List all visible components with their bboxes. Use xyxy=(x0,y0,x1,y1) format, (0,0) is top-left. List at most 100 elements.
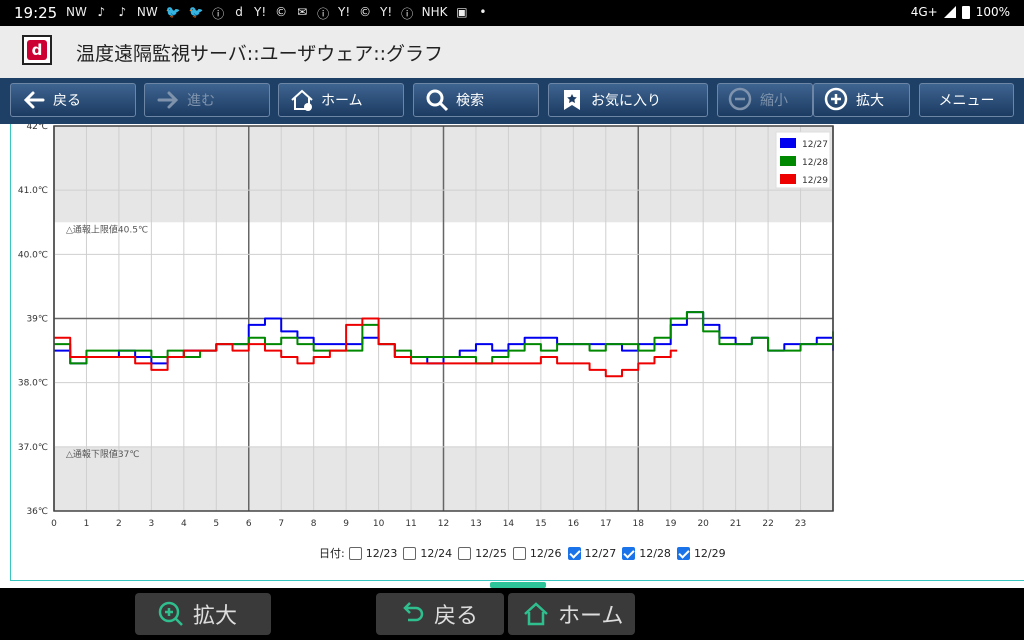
date-checkbox-item[interactable]: 12/23 xyxy=(348,546,398,560)
x-tick-label: 9 xyxy=(343,519,349,529)
notification-icon: ♪ xyxy=(97,5,106,19)
app-logo-letter: d xyxy=(27,40,47,60)
x-tick-label: 11 xyxy=(405,519,416,529)
y-tick-label: 41.0℃ xyxy=(18,186,48,196)
bottom-zoom-in-button[interactable]: 拡大 xyxy=(135,593,271,635)
date-checkbox-item[interactable]: 12/27 xyxy=(567,546,617,560)
x-tick-label: 12 xyxy=(438,519,449,529)
notification-icon: 🐦 xyxy=(188,5,204,19)
date-label: 日付: xyxy=(319,547,345,560)
legend-swatch xyxy=(780,174,796,184)
bottom-back-button[interactable]: 戻る xyxy=(376,593,504,635)
x-tick-label: 16 xyxy=(568,519,580,529)
date-checkbox-item[interactable]: 12/24 xyxy=(403,546,452,560)
back-button[interactable]: 戻る xyxy=(10,83,136,117)
date-checkbox-label: 12/26 xyxy=(529,546,562,560)
date-checkbox-item[interactable]: 12/28 xyxy=(622,546,671,560)
status-right: 4G+ 100% xyxy=(911,5,1010,19)
date-checkbox[interactable] xyxy=(676,546,690,560)
date-checkbox[interactable] xyxy=(458,546,472,560)
date-checkbox[interactable] xyxy=(512,546,526,560)
notification-icon: • xyxy=(479,5,487,19)
date-checkbox[interactable] xyxy=(622,546,636,560)
y-tick-label: 42℃ xyxy=(26,124,48,132)
zoom-in-icon xyxy=(157,600,185,628)
x-tick-label: 7 xyxy=(278,519,284,529)
home-icon xyxy=(522,600,550,628)
zoom-in-icon xyxy=(824,87,850,113)
menu-button[interactable]: メニュー xyxy=(919,83,1014,117)
notification-icon: © xyxy=(359,5,372,19)
notification-icon: ⓘ xyxy=(401,7,414,21)
date-checkbox-item[interactable]: 12/29 xyxy=(676,546,726,560)
forward-button[interactable]: 進む xyxy=(144,83,270,117)
date-checkbox-item[interactable]: 12/26 xyxy=(512,546,562,560)
horizontal-scroll-handle[interactable] xyxy=(490,582,546,588)
notification-icon: NW xyxy=(136,5,158,19)
series-line-12-28 xyxy=(54,311,834,365)
series-line-12-29 xyxy=(54,317,678,378)
notification-icon: ♪ xyxy=(118,5,127,19)
bottom-nav: 拡大 戻る ホーム xyxy=(0,588,1024,640)
x-tick-label: 0 xyxy=(51,519,57,529)
zoom-out-icon xyxy=(728,87,754,113)
bookmark-star-icon xyxy=(559,87,585,113)
zoom-out-button[interactable]: 縮小 xyxy=(717,83,813,117)
undo-arrow-icon xyxy=(398,600,426,628)
x-tick-label: 18 xyxy=(633,519,645,529)
notification-icon: NHK xyxy=(421,5,448,19)
x-tick-label: 8 xyxy=(311,519,317,529)
zoom-in-button[interactable]: 拡大 xyxy=(813,83,910,117)
plot-frame xyxy=(53,125,834,512)
x-tick-label: 17 xyxy=(600,519,611,529)
legend-label: 12/27 xyxy=(802,140,828,150)
x-tick-label: 15 xyxy=(535,519,546,529)
home-icon xyxy=(289,87,315,113)
notification-icons: NW ♪ ♪ NW 🐦 🐦 ⓘ d Y! © ✉ ⓘ Y! © Y! ⓘ NHK ▣ • xyxy=(66,5,489,22)
app-logo-icon: d xyxy=(22,35,52,65)
x-tick-label: 21 xyxy=(730,519,741,529)
date-checkbox-label: 12/27 xyxy=(584,546,617,560)
menu-label: メニュー xyxy=(938,93,995,109)
title-bar: d 温度遠隔監視サーバ::ユーザウェア::グラフ xyxy=(0,26,1024,79)
notification-icon: Y! xyxy=(338,5,351,19)
x-tick-label: 23 xyxy=(795,519,806,529)
signal-icon xyxy=(943,6,956,18)
notification-icon: Y! xyxy=(254,5,267,19)
arrow-right-icon xyxy=(155,87,181,113)
browser-toolbar: 戻る 進む ホーム 検索 お気に入り 縮小 拡大 メニュ xyxy=(0,78,1024,124)
notification-icon: Y! xyxy=(380,5,393,19)
notification-icon: ⓘ xyxy=(212,7,225,21)
x-tick-label: 5 xyxy=(213,519,219,529)
date-checkbox-list: 12/23 12/24 12/25 12/26 12/27 12/28 12/29 xyxy=(348,546,732,560)
home-button[interactable]: ホーム xyxy=(278,83,404,117)
x-tick-label: 3 xyxy=(149,519,155,529)
y-tick-label: 38.0℃ xyxy=(18,379,48,389)
x-tick-label: 20 xyxy=(697,519,709,529)
zoom-out-label: 縮小 xyxy=(760,93,788,109)
battery-icon xyxy=(961,5,970,19)
date-checkbox[interactable] xyxy=(348,546,362,560)
date-selector: 日付: 12/23 12/24 12/25 12/26 12/27 12/28 12/29 xyxy=(319,545,732,561)
date-checkbox-label: 12/28 xyxy=(639,546,671,560)
notification-icon: © xyxy=(275,5,288,19)
favorites-button[interactable]: お気に入り xyxy=(548,83,708,117)
search-button[interactable]: 検索 xyxy=(413,83,539,117)
date-checkbox[interactable] xyxy=(403,546,417,560)
bottom-home-button[interactable]: ホーム xyxy=(508,593,635,635)
bottom-zoom-in-label: 拡大 xyxy=(193,604,238,629)
favorites-label: お気に入り xyxy=(591,93,661,109)
y-tick-label: 39℃ xyxy=(26,315,48,325)
date-checkbox[interactable] xyxy=(567,546,581,560)
search-label: 検索 xyxy=(456,93,484,109)
notification-icon: ✉ xyxy=(297,5,308,19)
x-tick-label: 14 xyxy=(503,519,515,529)
x-tick-label: 19 xyxy=(665,519,677,529)
date-checkbox-item[interactable]: 12/25 xyxy=(458,546,507,560)
x-tick-label: 1 xyxy=(84,519,90,529)
date-checkbox-label: 12/23 xyxy=(365,546,398,560)
legend-swatch xyxy=(780,138,796,148)
date-checkbox-label: 12/29 xyxy=(693,546,726,560)
legend-swatch xyxy=(780,156,796,166)
notification-icon: 🐦 xyxy=(165,5,181,19)
